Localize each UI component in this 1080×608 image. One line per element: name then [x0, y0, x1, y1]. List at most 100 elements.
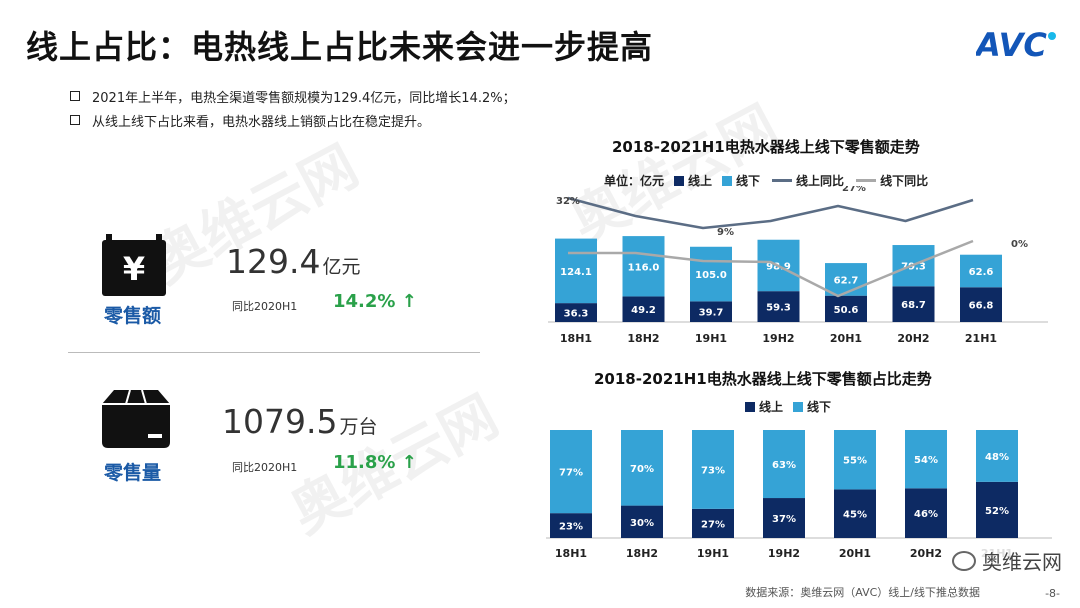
data-label-offline: 62.6: [969, 267, 994, 278]
bullet-item: 2021年上半年，电热全渠道零售额规模为129.4亿元，同比增长14.2%；: [70, 84, 516, 108]
x-tick-label: 19H1: [695, 332, 727, 345]
data-label-online: 46%: [914, 509, 938, 520]
legend-online-yoy: 线上同比: [796, 174, 845, 188]
data-label-offline: 105.0: [695, 270, 727, 281]
x-tick-label: 18H1: [555, 547, 587, 560]
money-yen-icon: ¥: [100, 230, 168, 302]
bullet-text: 2021年上半年，电热全渠道零售额规模为129.4亿元，同比增长14.2%；: [92, 90, 516, 106]
bar-offline-share: [621, 430, 663, 506]
legend-swatch-online: [745, 401, 755, 412]
bar-online: [622, 296, 665, 322]
wechat-icon: [952, 550, 976, 571]
bar-online: [825, 295, 867, 322]
bar-online: [960, 287, 1002, 322]
bullet-item: 从线上线下占比来看，电热水器线上销额占比在稳定提升。: [70, 108, 516, 132]
data-label-online: 45%: [843, 510, 867, 521]
data-label-online: 27%: [701, 519, 725, 530]
data-label-online: 66.8: [969, 301, 994, 312]
legend-swatch-online: [674, 175, 685, 186]
bullet-list: 2021年上半年，电热全渠道零售额规模为129.4亿元，同比增长14.2%； 从…: [70, 84, 516, 132]
x-tick-label: 18H2: [627, 332, 659, 345]
metric-number: 129.4: [226, 242, 321, 281]
data-label-online: 50.6: [834, 305, 859, 316]
data-label-offline: 62.7: [834, 275, 859, 286]
bar-offline: [555, 238, 597, 304]
legend-swatch-offline: [722, 175, 733, 186]
bar-online: [690, 301, 732, 322]
line-data-label: 0%: [1011, 239, 1028, 250]
line-data-label: 9%: [717, 227, 734, 238]
data-label-offline: 48%: [985, 452, 1009, 463]
bar-online: [555, 303, 597, 322]
bar-offline: [825, 263, 867, 296]
data-source: 数据来源：奥维云网（AVC）线上/线下推总数据: [745, 586, 980, 599]
bar-offline-share: [976, 430, 1018, 482]
page-title: 线上占比：电热线上占比未来会进一步提高: [26, 28, 654, 66]
x-tick-label: 20H1: [830, 332, 862, 345]
chart1-title: 2018-2021H1电热水器线上线下零售额走势: [612, 138, 920, 156]
bar-offline-share: [550, 430, 592, 514]
x-tick-label: 19H2: [762, 332, 794, 345]
bar-offline-share: [692, 430, 734, 509]
bar-offline: [690, 246, 732, 302]
data-label-offline: 70%: [630, 464, 654, 475]
chart2-title: 2018-2021H1电热水器线上线下零售额占比走势: [594, 370, 932, 388]
data-label-offline: 54%: [914, 455, 938, 466]
legend-online: 线上: [688, 174, 713, 188]
up-arrow-icon: ↑: [401, 452, 417, 473]
data-label-offline: 73%: [701, 465, 725, 476]
bar-online-share: [621, 505, 663, 538]
legend-offline: 线下: [807, 400, 832, 414]
logo-dot: [1048, 32, 1056, 40]
checkbox-bullet-icon: [70, 91, 80, 101]
data-label-online: 49.2: [631, 305, 656, 316]
bar-offline: [960, 254, 1002, 288]
avc-logo: AVC: [973, 26, 1062, 66]
data-label-offline: 124.1: [560, 267, 592, 278]
data-label-offline: 79.3: [901, 262, 926, 273]
x-tick-label: 19H1: [697, 547, 729, 560]
metric-caption: 零售量: [104, 462, 162, 484]
x-tick-label: 20H2: [910, 547, 942, 560]
bar-online-share: [834, 489, 876, 538]
x-tick-label: 20H2: [897, 332, 929, 345]
data-label-online: 23%: [559, 522, 583, 533]
bullet-text: 从线上线下占比来看，电热水器线上销额占比在稳定提升。: [92, 114, 431, 130]
bar-offline-share: [834, 430, 876, 490]
data-label-online: 59.3: [766, 303, 791, 314]
growth-value: 14.2%: [333, 291, 396, 312]
x-tick-label: 21H1: [965, 332, 997, 345]
metric-caption: 零售额: [104, 305, 162, 327]
wechat-name: 奥维云网: [982, 550, 1062, 574]
svg-text:AVC: AVC: [976, 26, 1047, 62]
metric-value: 129.4 亿元: [226, 242, 361, 281]
legend-unit: 单位：亿元: [604, 174, 665, 188]
data-label-online: 39.7: [699, 308, 724, 319]
divider: [68, 352, 480, 353]
bar-online-share: [692, 508, 734, 538]
data-label-offline: 63%: [772, 460, 796, 471]
legend-line-offline-yoy: [856, 179, 877, 182]
legend-offline: 线下: [736, 174, 761, 188]
svg-text:¥: ¥: [123, 250, 145, 288]
data-label-offline: 116.0: [628, 262, 660, 273]
up-arrow-icon: ↑: [401, 291, 417, 312]
bar-online-share: [905, 488, 947, 538]
checkbox-bullet-icon: [70, 115, 80, 125]
line-data-label: 27%: [842, 186, 866, 194]
x-tick-label: 18H2: [626, 547, 658, 560]
line-offline-yoy: [568, 239, 974, 298]
metric-growth: 11.8% ↑: [333, 452, 417, 473]
bar-online-share: [976, 481, 1018, 538]
line-online-yoy: [567, 196, 974, 230]
metric-compare-label: 同比2020H1: [232, 300, 298, 313]
data-label-online: 36.3: [564, 309, 589, 320]
growth-value: 11.8%: [333, 452, 396, 473]
data-label-online: 52%: [985, 506, 1009, 517]
line-data-label: 32%: [556, 196, 580, 207]
x-tick-label: 20H1: [839, 547, 871, 560]
chart2-share: 23% 77% 18H1 30% 70% 18H2 27% 73% 19H1 37% 63% 19H2…: [546, 430, 1052, 560]
page-number: -8-: [1045, 587, 1060, 600]
metric-unit: 亿元: [322, 256, 361, 278]
legend-online: 线上: [759, 400, 784, 414]
